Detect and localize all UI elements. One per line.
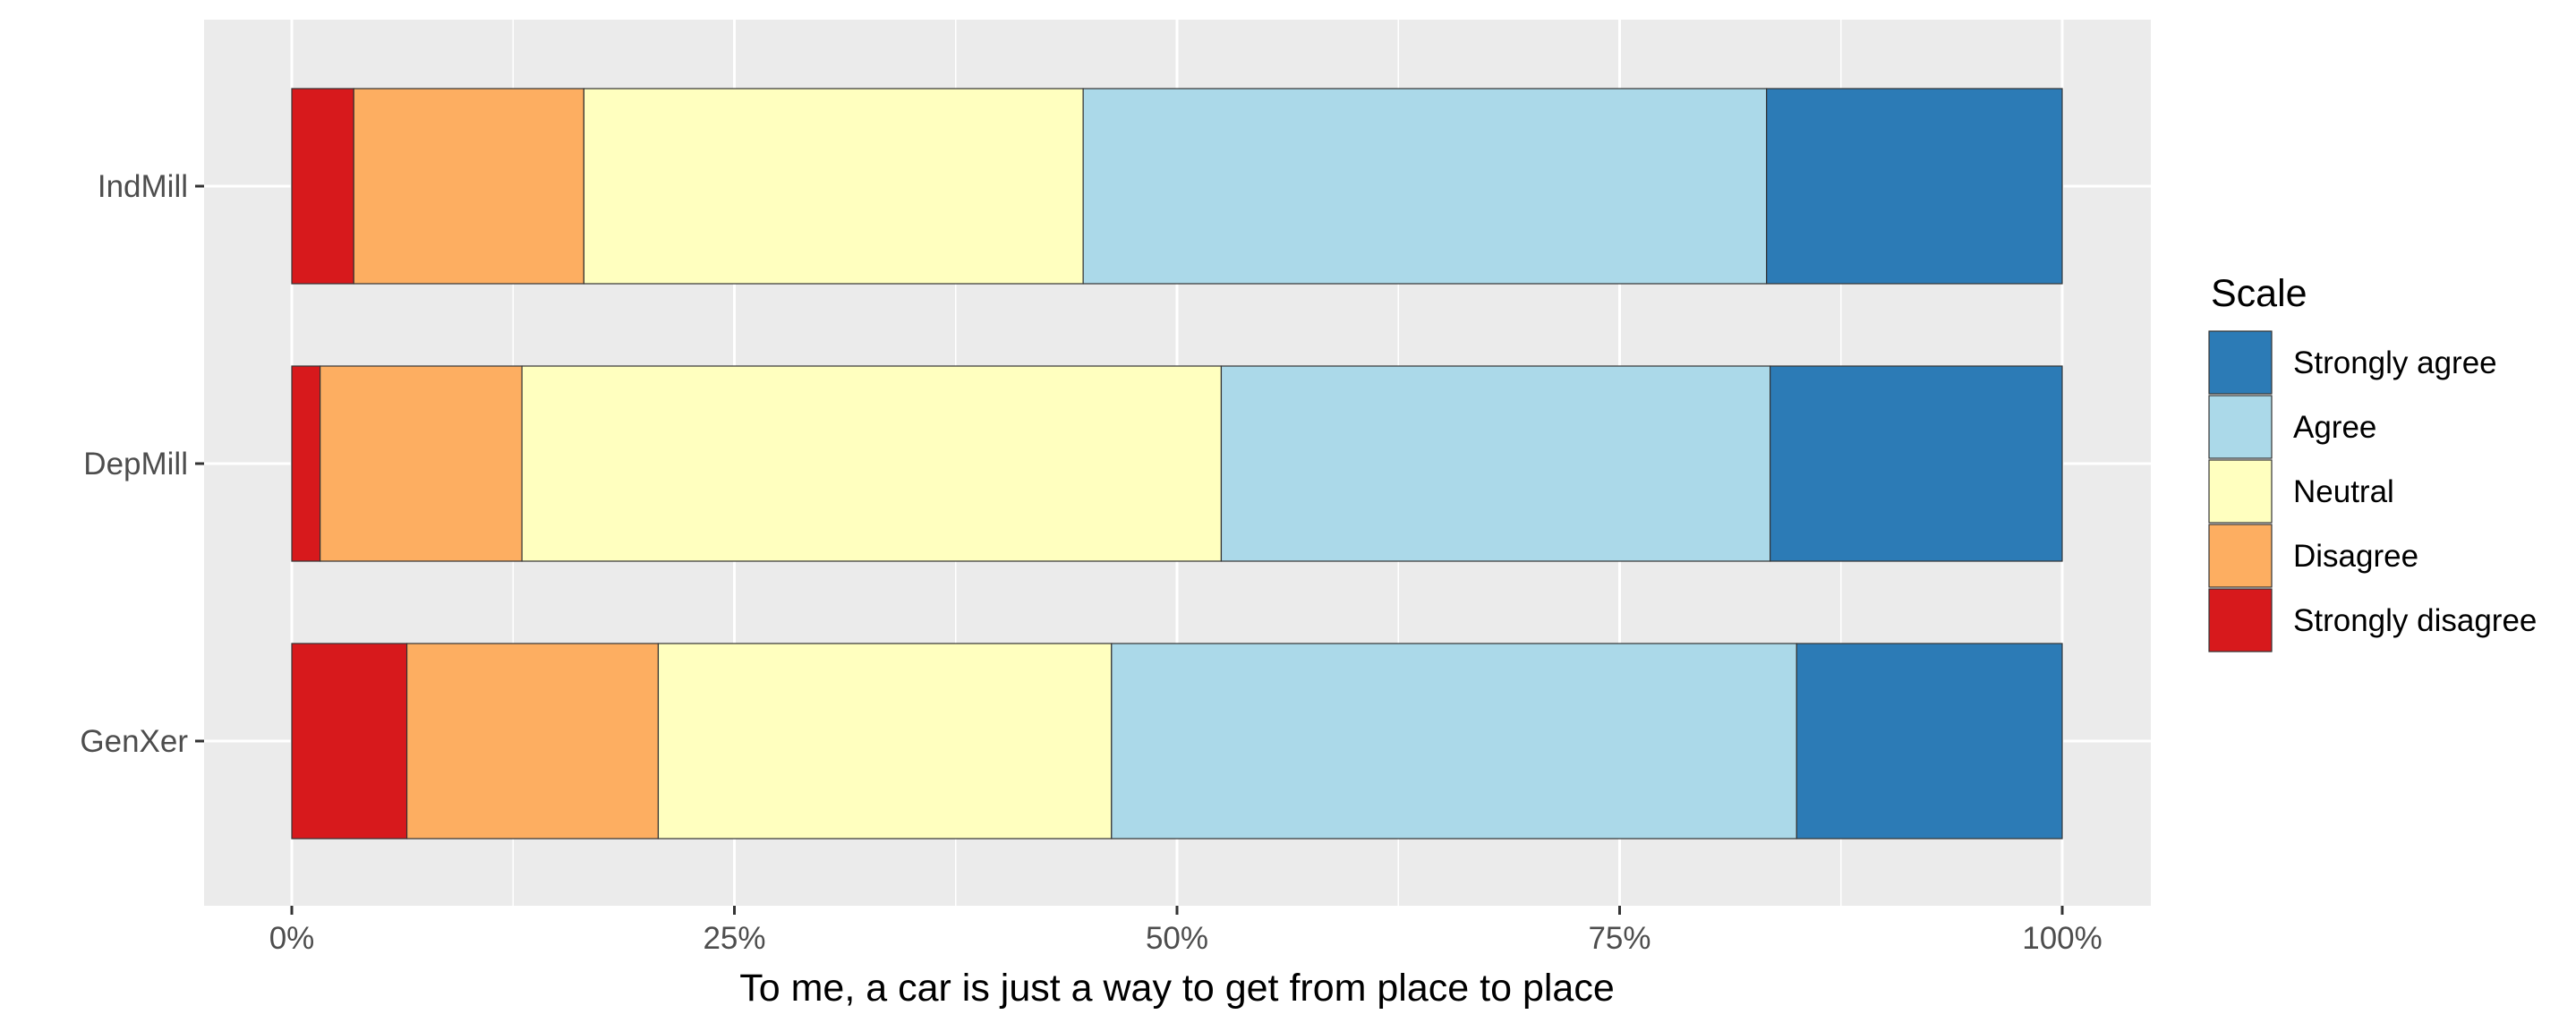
- bar-segment: [1082, 88, 1768, 285]
- legend-label: Neutral: [2293, 474, 2394, 509]
- bar-segment: [1796, 643, 2063, 840]
- bar-segment: [1220, 365, 1771, 562]
- bar-segment: [1766, 88, 2063, 285]
- x-tick-label: 100%: [2022, 921, 2103, 956]
- y-tick-label: GenXer: [80, 724, 188, 759]
- y-tick-label: DepMill: [83, 447, 188, 482]
- bar-segment: [521, 365, 1223, 562]
- bar-segment: [320, 365, 523, 562]
- legend-key: [2208, 588, 2273, 652]
- legend: Scale Strongly agree Agree Neutral Disagree…: [2208, 272, 2537, 652]
- y-tick-label: IndMill: [98, 169, 188, 204]
- legend-label: Strongly agree: [2293, 345, 2497, 380]
- legend-label: Disagree: [2293, 539, 2418, 574]
- legend-label: Agree: [2293, 410, 2376, 445]
- x-tick-label: 25%: [703, 921, 765, 956]
- bar-segment: [291, 88, 354, 285]
- bar-segment: [583, 88, 1084, 285]
- x-tick-label: 75%: [1588, 921, 1651, 956]
- legend-key: [2208, 524, 2273, 588]
- legend-label: Strongly disagree: [2293, 603, 2537, 638]
- x-axis-title: To me, a car is just a way to get from p…: [739, 967, 1615, 1010]
- bar-segment: [291, 643, 408, 840]
- legend-key: [2208, 395, 2273, 459]
- legend-title: Scale: [2211, 272, 2307, 315]
- legend-key: [2208, 330, 2273, 395]
- bar-segment: [1111, 643, 1797, 840]
- y-axis: IndMill DepMill GenXer: [80, 169, 204, 759]
- bar-segment: [405, 643, 660, 840]
- bar-segment: [353, 88, 584, 285]
- x-tick-label: 50%: [1146, 921, 1208, 956]
- bar-segment: [657, 643, 1113, 840]
- x-axis: 0% 25% 50% 75% 100%: [269, 906, 2103, 956]
- x-tick-label: 0%: [269, 921, 315, 956]
- bar-segment: [1770, 365, 2063, 562]
- bar-segment: [291, 365, 321, 562]
- bars: [291, 88, 2063, 840]
- legend-key: [2208, 459, 2273, 524]
